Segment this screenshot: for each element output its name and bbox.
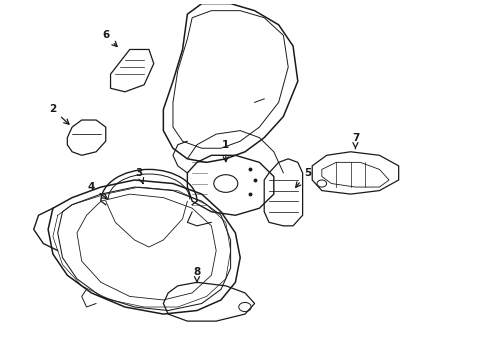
Text: 7: 7 [352, 133, 359, 148]
Text: 4: 4 [88, 182, 107, 199]
Text: 2: 2 [49, 104, 69, 124]
Text: 6: 6 [102, 30, 117, 46]
Text: 1: 1 [222, 140, 229, 162]
Text: 5: 5 [295, 168, 311, 187]
Text: 3: 3 [136, 168, 144, 184]
Text: 8: 8 [194, 267, 200, 282]
